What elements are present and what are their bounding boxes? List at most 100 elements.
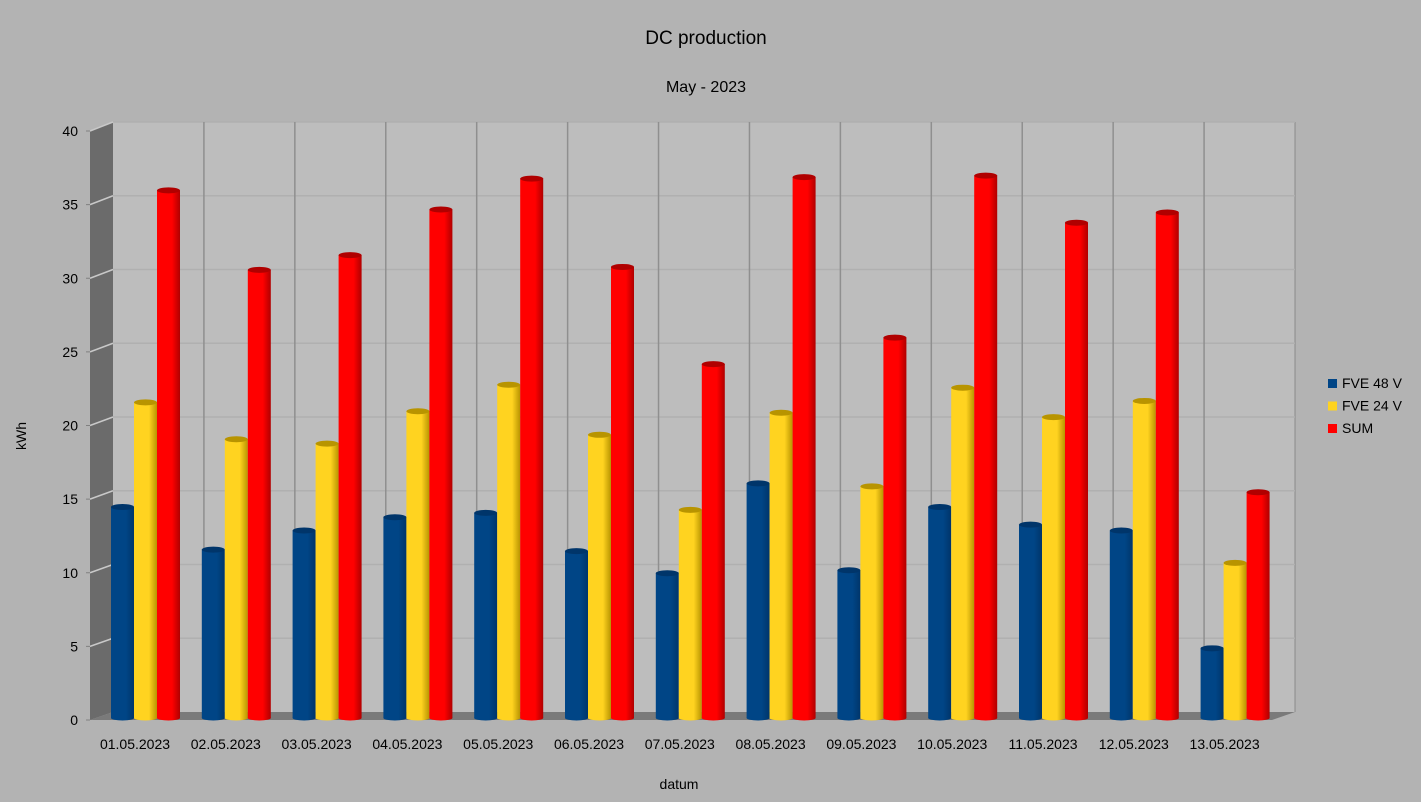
- bar-body: [1155, 212, 1179, 718]
- bar-top: [406, 408, 430, 415]
- bar-top: [111, 503, 134, 510]
- y-tick-label: 10: [62, 565, 78, 581]
- bar-body: [1223, 562, 1247, 718]
- bar-sum: [883, 334, 907, 721]
- bar-sum: [520, 175, 544, 721]
- legend-label: SUM: [1342, 420, 1373, 436]
- bar-body: [429, 209, 453, 718]
- y-tick-label: 5: [70, 638, 78, 654]
- bar-body: [655, 573, 679, 718]
- bar-body: [201, 549, 225, 718]
- bar-fve-24-v: [1042, 414, 1065, 721]
- bar-top: [157, 187, 180, 194]
- bar-fve-48-v: [111, 503, 134, 721]
- x-tick-label: 08.05.2023: [736, 736, 806, 752]
- side-gridline: [89, 195, 114, 206]
- bar-sum: [792, 174, 816, 721]
- bar-body: [134, 402, 157, 718]
- bar-top: [1155, 209, 1179, 216]
- legend-label: FVE 48 V: [1342, 375, 1403, 391]
- legend-label: FVE 24 V: [1342, 398, 1403, 414]
- bar-body: [837, 570, 861, 718]
- bar-top: [792, 174, 816, 181]
- bar-base: [701, 715, 725, 721]
- bar-fve-24-v: [497, 381, 521, 721]
- bar-base: [928, 715, 952, 721]
- y-axis-ticks: 0 5 10 15 20 25 30 35 40: [62, 123, 90, 728]
- bar-body: [792, 177, 816, 718]
- bar-body: [247, 269, 271, 718]
- bar-body: [928, 506, 952, 718]
- bar-base: [338, 715, 362, 721]
- legend-item: FVE 48 V: [1328, 375, 1403, 391]
- legend-item: FVE 24 V: [1328, 398, 1403, 414]
- side-gridline: [89, 121, 114, 132]
- bar-base: [860, 715, 884, 721]
- bar-top: [292, 527, 316, 534]
- bar-fve-48-v: [292, 527, 316, 721]
- x-tick-label: 07.05.2023: [645, 736, 715, 752]
- bar-top: [383, 514, 407, 521]
- bar-fve-48-v: [565, 548, 588, 721]
- bar-body: [1019, 524, 1042, 718]
- bar-fve-48-v: [746, 480, 770, 721]
- bar-base: [746, 715, 770, 721]
- bar-top: [974, 172, 998, 179]
- x-tick-label: 02.05.2023: [191, 736, 261, 752]
- x-tick-label: 09.05.2023: [826, 736, 896, 752]
- y-tick-label: 15: [62, 491, 78, 507]
- y-tick-label: 0: [70, 712, 78, 728]
- bar-base: [1155, 715, 1179, 721]
- bar-base: [292, 715, 316, 721]
- bar-base: [1019, 715, 1042, 721]
- bar-top: [134, 399, 157, 406]
- bar-fve-48-v: [655, 570, 679, 721]
- bar-base: [1109, 715, 1133, 721]
- bar-sum: [247, 266, 271, 721]
- bar-top: [746, 480, 770, 487]
- bar-fve-24-v: [678, 506, 702, 721]
- bar-base: [520, 715, 544, 721]
- bar-base: [1200, 715, 1224, 721]
- bar-body: [769, 412, 793, 718]
- bar-body: [157, 190, 180, 718]
- bar-top: [338, 252, 362, 259]
- bar-base: [792, 715, 816, 721]
- bar-body: [292, 530, 316, 718]
- bar-base: [224, 715, 248, 721]
- bar-top: [224, 436, 248, 443]
- bar-base: [769, 715, 793, 721]
- bar-top: [611, 263, 634, 270]
- bar-body: [883, 337, 907, 718]
- bar-fve-24-v: [1223, 559, 1247, 721]
- bar-body: [406, 411, 430, 718]
- chart-subtitle: May - 2023: [666, 79, 746, 96]
- x-tick-label: 10.05.2023: [917, 736, 987, 752]
- bar-base: [678, 715, 702, 721]
- bar-top: [474, 509, 498, 516]
- bar-fve-48-v: [1200, 645, 1224, 721]
- x-tick-label: 01.05.2023: [100, 736, 170, 752]
- bar-top: [678, 506, 702, 513]
- bar-base: [157, 715, 180, 721]
- bar-top: [201, 546, 225, 553]
- bar-base: [951, 715, 975, 721]
- bar-base: [837, 715, 861, 721]
- bar-top: [837, 567, 861, 574]
- bar-body: [1109, 530, 1133, 718]
- bar-fve-48-v: [928, 503, 952, 721]
- bar-fve-48-v: [1019, 521, 1042, 721]
- bar-fve-24-v: [769, 409, 793, 721]
- x-tick-label: 04.05.2023: [372, 736, 442, 752]
- x-tick-label: 03.05.2023: [282, 736, 352, 752]
- bars: [111, 172, 1270, 721]
- y-tick-label: 35: [62, 197, 78, 213]
- bar-fve-48-v: [837, 567, 861, 721]
- x-tick-label: 11.05.2023: [1008, 736, 1077, 752]
- bar-sum: [611, 263, 634, 721]
- y-tick-label: 20: [62, 418, 78, 434]
- bar-body: [565, 551, 588, 718]
- bar-sum: [338, 252, 362, 721]
- bar-body: [588, 434, 611, 718]
- x-axis-ticks: 01.05.2023 02.05.2023 03.05.2023 04.05.2023…: [100, 736, 1260, 752]
